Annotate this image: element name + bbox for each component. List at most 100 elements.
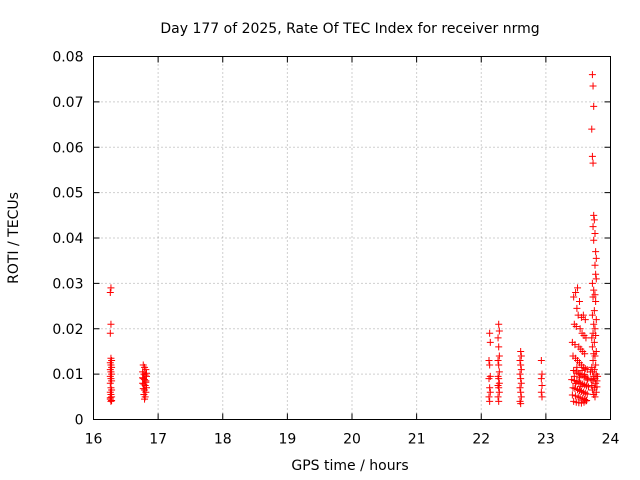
data-point [517,361,525,369]
grid [93,56,611,420]
data-point [517,393,525,401]
data-point [139,374,147,382]
x-tick-label: 24 [602,432,620,448]
data-point [486,361,494,369]
x-tick-label: 23 [537,432,555,448]
data-point [590,286,598,294]
data-point [516,370,524,378]
x-axis-label: GPS time / hours [291,458,408,474]
data-point [584,375,592,383]
data-point [578,366,586,374]
data-point [592,275,600,283]
data-point [581,316,589,324]
data-point [574,284,582,292]
x-tick-label: 21 [408,432,426,448]
axis-ticks: 16 17 18 19 20 21 22 23 24 0 0.01 0.02 0.03 0.04 0.05 0… [52,50,619,448]
y-tick-label: 0.07 [52,95,83,111]
data-point [588,152,596,160]
data-point [581,365,589,373]
data-point [575,298,583,306]
data-point [107,320,115,328]
data-point [577,382,585,390]
data-point [572,322,580,330]
data-point [537,375,545,383]
data-point [538,370,546,378]
data-point [495,343,503,351]
data-point [516,384,524,392]
y-tick-label: 0.01 [52,367,83,383]
data-point [538,393,546,401]
data-point [589,223,597,231]
y-tick-label: 0.02 [52,322,83,338]
data-point [486,329,494,337]
data-point [581,371,589,379]
data-point [495,361,503,369]
data-point [592,298,600,306]
data-point [494,334,502,342]
data-point [572,380,580,388]
y-tick-label: 0.04 [52,231,83,247]
data-point [589,82,597,90]
data-point [583,376,591,384]
data-point [485,375,493,383]
data-point [591,261,599,269]
data-point [590,320,598,328]
data-point [142,369,150,377]
x-tick-label: 20 [343,432,361,448]
x-tick-label: 17 [149,432,167,448]
data-point [590,236,598,244]
data-point [517,375,525,383]
x-tick-label: 16 [85,432,103,448]
data-point [575,374,583,382]
data-point [583,390,591,398]
x-tick-label: 18 [214,432,232,448]
y-tick-label: 0.05 [52,186,83,202]
data-point [517,366,525,374]
data-point [494,357,502,365]
data-point [486,384,494,392]
y-tick-label: 0 [75,413,84,429]
data-point [570,372,578,380]
data-point [494,393,502,401]
data-point [591,352,599,360]
data-point [495,388,503,396]
data-point [106,379,114,387]
data-point [517,400,525,408]
data-point [107,284,115,292]
data-point [486,338,494,346]
data-point [585,383,593,391]
chart-title: Day 177 of 2025, Rate Of TEC Index for r… [160,21,539,37]
data-point [588,386,596,394]
data-point [591,393,599,401]
data-point [517,379,525,387]
data-point [106,288,114,296]
y-tick-label: 0.03 [52,276,83,292]
data-point [106,329,114,337]
data-point [588,279,596,287]
x-tick-label: 19 [278,432,296,448]
data-point [581,350,589,358]
data-point [106,394,114,402]
data-point [572,288,580,296]
data-point [141,395,149,403]
data-point [590,216,598,224]
y-tick-label: 0.06 [52,140,83,156]
y-axis-label: ROTI / TECUs [6,192,22,284]
data-point [573,363,581,371]
data-point [517,388,525,396]
data-point [594,372,602,380]
data-point [588,71,596,79]
data-point [582,397,590,405]
data-point [495,397,503,405]
data-point [142,378,150,386]
data-point [589,293,597,301]
data-point [568,391,576,399]
data-point [592,361,600,369]
data-point [576,325,584,333]
data-point [592,248,600,256]
data-point [485,357,493,365]
data-point [495,368,503,376]
data-point [588,311,596,319]
data-marks [106,71,602,408]
data-point [590,102,598,110]
